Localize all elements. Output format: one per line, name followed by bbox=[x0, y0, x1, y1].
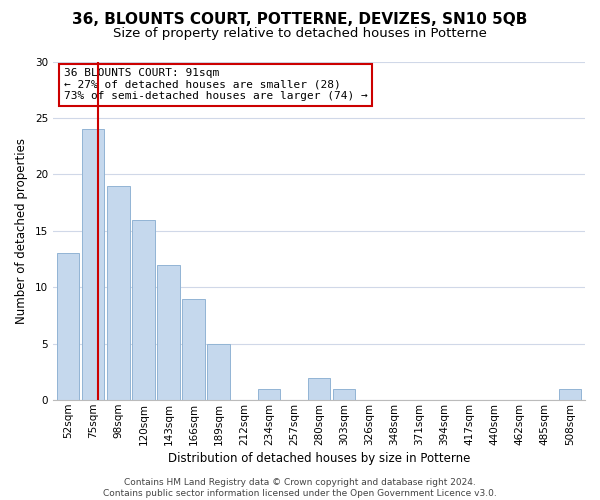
Text: 36 BLOUNTS COURT: 91sqm
← 27% of detached houses are smaller (28)
73% of semi-de: 36 BLOUNTS COURT: 91sqm ← 27% of detache… bbox=[64, 68, 367, 102]
Bar bbox=[308, 378, 331, 400]
Bar bbox=[559, 389, 581, 400]
Text: 36, BLOUNTS COURT, POTTERNE, DEVIZES, SN10 5QB: 36, BLOUNTS COURT, POTTERNE, DEVIZES, SN… bbox=[73, 12, 527, 28]
Bar bbox=[257, 389, 280, 400]
Text: Size of property relative to detached houses in Potterne: Size of property relative to detached ho… bbox=[113, 28, 487, 40]
Text: Contains HM Land Registry data © Crown copyright and database right 2024.
Contai: Contains HM Land Registry data © Crown c… bbox=[103, 478, 497, 498]
Y-axis label: Number of detached properties: Number of detached properties bbox=[15, 138, 28, 324]
Bar bbox=[333, 389, 355, 400]
Bar bbox=[132, 220, 155, 400]
Bar bbox=[107, 186, 130, 400]
X-axis label: Distribution of detached houses by size in Potterne: Distribution of detached houses by size … bbox=[168, 452, 470, 465]
Bar bbox=[82, 129, 104, 400]
Bar bbox=[157, 264, 180, 400]
Bar bbox=[208, 344, 230, 400]
Bar bbox=[57, 254, 79, 400]
Bar bbox=[182, 298, 205, 400]
